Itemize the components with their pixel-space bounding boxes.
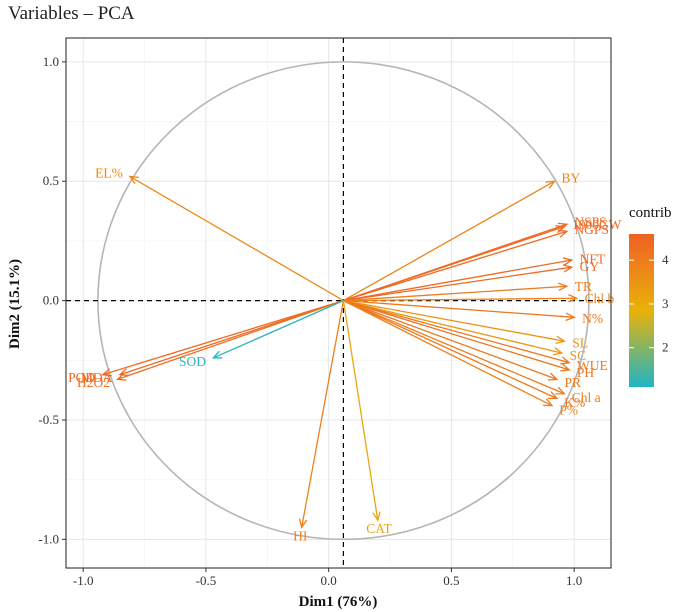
variable-label-HI: HI: [293, 528, 308, 543]
arrowhead-BY: [545, 180, 556, 189]
x-tick-label: -1.0: [73, 573, 94, 588]
variable-label-GY: GY: [580, 259, 600, 274]
y-tick-label: 1.0: [43, 54, 59, 69]
arrowhead-P%: [543, 398, 554, 407]
arrow-SL: [343, 299, 565, 342]
variable-label-NSPS: NSPS: [574, 215, 606, 230]
x-tick-label: 0.5: [443, 573, 459, 588]
x-tick-label: -0.5: [196, 573, 217, 588]
arrow-EL%: [129, 175, 344, 302]
colorbar-tick-label: 3: [662, 296, 669, 311]
arrowhead-WUE: [560, 356, 571, 365]
arrowhead-PH: [560, 363, 571, 372]
y-tick-label: -1.0: [38, 531, 59, 546]
arrowhead-EL%: [128, 175, 139, 185]
legend: contrib 2 3 4: [629, 205, 672, 387]
arrow-Chl b: [343, 297, 577, 302]
variable-label-SC: SC: [570, 348, 587, 363]
arrow-K%: [343, 300, 558, 400]
variable-label-SOD: SOD: [179, 354, 206, 369]
arrowhead-HI: [298, 518, 308, 529]
variable-label-K%: K%: [564, 395, 585, 410]
arrowhead-Chl b: [568, 294, 579, 303]
arrowhead-Chl a: [555, 386, 566, 395]
arrow-CAT: [342, 300, 379, 521]
variable-label-WUE: WUE: [577, 358, 608, 373]
arrow-NGPS: [343, 230, 568, 302]
arrowhead-H2O2: [116, 372, 127, 381]
arrowhead-SOD: [211, 350, 223, 359]
variable-label-1000GW: 1000GW: [572, 217, 622, 232]
x-tick-label: 0.0: [321, 573, 337, 588]
variable-label-Chl a: Chl a: [572, 390, 601, 405]
plot-border: [65, 37, 612, 569]
variable-label-P%: P%: [559, 402, 578, 417]
y-tick-label: 0.0: [43, 293, 59, 308]
arrow-BY: [343, 180, 555, 302]
arrowhead-SC: [552, 347, 564, 356]
arrowhead-SL: [555, 335, 566, 344]
arrowhead-CAT: [372, 511, 381, 522]
arrowhead-NFT: [562, 257, 574, 266]
arrow-SC: [343, 299, 563, 354]
variable-label-CAT: CAT: [366, 521, 392, 536]
y-axis-title: Dim2 (15.1%): [7, 259, 23, 349]
arrow-Chl a: [343, 300, 565, 395]
variable-label-H2O2: H2O2: [77, 375, 110, 390]
variable-label-EL%: EL%: [95, 165, 123, 180]
arrow-GY: [343, 266, 572, 302]
arrow-N%: [343, 299, 575, 318]
variable-label-PR: PR: [564, 375, 581, 390]
colorbar-tick-label: 4: [662, 252, 669, 267]
arrowhead-MDA: [118, 368, 130, 377]
chart-title: Variables – PCA: [8, 3, 135, 24]
x-axis-title: Dim1 (76%): [299, 594, 378, 610]
y-tick-label: 0.5: [43, 173, 59, 188]
legend-title: contrib: [629, 205, 672, 221]
arrow-H2O2: [117, 299, 344, 381]
arrow-NFT: [343, 259, 572, 302]
arrowhead-POD: [101, 368, 112, 377]
arrow-PH: [343, 299, 570, 371]
arrow-SOD: [213, 300, 344, 359]
arrow-TR: [343, 285, 567, 302]
arrowhead-N%: [565, 312, 576, 322]
arrow-1000GW: [343, 225, 565, 302]
colorbar: [629, 234, 654, 387]
variable-label-BY: BY: [562, 170, 581, 185]
variable-label-NFT: NFT: [580, 252, 606, 267]
arrowhead-TR: [558, 282, 569, 292]
arrow-P%: [343, 300, 553, 407]
variable-label-N%: N%: [582, 311, 603, 326]
variable-label-SL: SL: [572, 336, 588, 351]
arrowhead-NGPS: [557, 229, 569, 238]
arrow-POD: [102, 299, 344, 376]
variable-label-PH: PH: [577, 365, 595, 380]
arrowhead-K%: [547, 391, 559, 400]
arrowhead-GY: [562, 264, 574, 273]
arrow-HI: [301, 300, 345, 528]
variable-label-NGPS: NGPS: [574, 222, 609, 237]
y-tick-label: -0.5: [38, 412, 59, 427]
variable-label-POD: POD: [68, 370, 95, 385]
colorbar-tick-label: 2: [662, 340, 669, 355]
x-tick-label: 1.0: [566, 573, 582, 588]
variable-label-TR: TR: [575, 279, 592, 294]
arrow-PR: [343, 300, 558, 381]
variable-label-Chl b: Chl b: [585, 291, 615, 306]
arrowhead-PR: [547, 372, 559, 381]
arrow-WUE: [343, 299, 570, 364]
